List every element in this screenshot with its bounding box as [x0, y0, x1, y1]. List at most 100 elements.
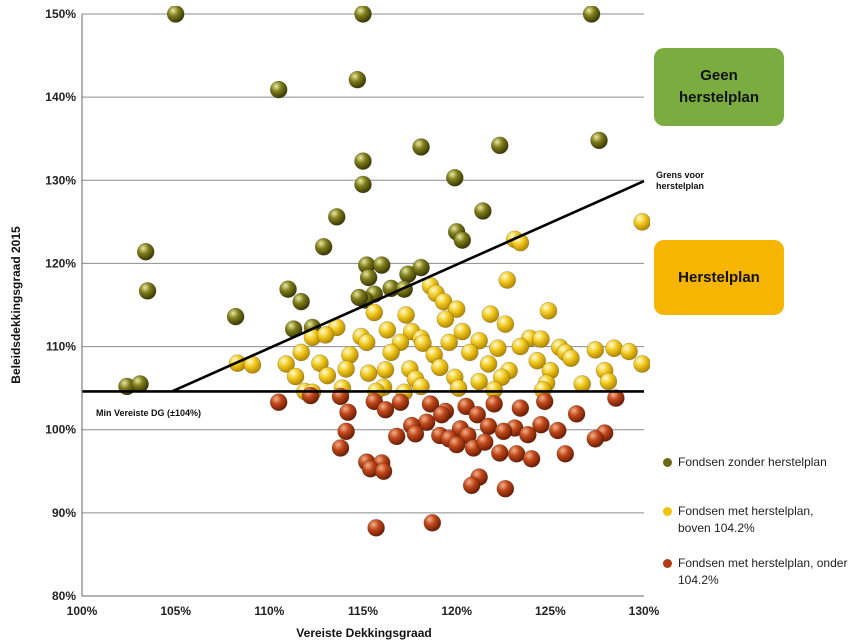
grens-label-line-2: herstelplan: [656, 181, 704, 191]
point-series-2: [479, 417, 498, 436]
point-series-1: [586, 341, 605, 359]
y-tick-label: 150%: [45, 7, 76, 21]
point-series-0: [490, 136, 509, 155]
point-series-1: [378, 321, 397, 339]
x-axis-title: Vereiste Dekkingsgraad: [296, 626, 431, 640]
point-series-1: [414, 334, 432, 353]
point-series-2: [301, 386, 320, 405]
point-series-2: [522, 450, 541, 468]
point-series-0: [279, 280, 297, 299]
x-tick-label: 130%: [629, 604, 660, 618]
point-series-1: [620, 342, 638, 361]
point-series-2: [490, 444, 509, 462]
point-series-1: [359, 364, 378, 382]
point-series-0: [348, 70, 367, 89]
point-series-1: [447, 300, 466, 318]
point-series-1: [376, 361, 395, 379]
point-series-2: [549, 421, 567, 440]
point-series-0: [226, 307, 245, 326]
point-series-0: [350, 288, 369, 307]
point-series-0: [354, 152, 372, 170]
point-series-1: [440, 333, 458, 352]
point-series-0: [412, 138, 430, 156]
legend-label-boven: Fondsen met herstelplan, boven 104.2%: [678, 504, 814, 535]
point-series-1: [292, 343, 310, 362]
point-series-0: [166, 6, 185, 23]
point-series-2: [374, 462, 393, 481]
point-series-1: [481, 305, 500, 323]
legend-marker-olive: [663, 458, 672, 467]
point-series-2: [485, 395, 503, 413]
geen-herstelplan-box: Geen herstelplan: [654, 48, 784, 126]
point-series-0: [292, 292, 310, 311]
grens-label: Grens voor herstelplan: [656, 170, 707, 191]
point-series-0: [138, 282, 157, 300]
point-series-1: [498, 271, 517, 289]
point-series-1: [460, 343, 479, 362]
point-series-1: [599, 372, 618, 391]
point-series-2: [339, 403, 357, 422]
point-series-2: [462, 476, 481, 495]
point-series-2: [387, 427, 406, 446]
axes: [81, 14, 644, 597]
point-series-0: [582, 6, 601, 23]
point-series-1: [337, 360, 355, 378]
geen-herstelplan-label: Geen herstelplan: [678, 67, 760, 106]
point-series-1: [365, 303, 384, 322]
point-series-1: [357, 333, 376, 352]
point-series-2: [421, 395, 440, 413]
point-series-1: [397, 306, 415, 324]
point-series-2: [567, 405, 586, 423]
y-tick-label: 130%: [45, 173, 76, 187]
point-series-1: [562, 349, 580, 368]
point-series-0: [474, 202, 492, 220]
tick-labels: 80% 90% 100% 110% 120% 130% 140% 150% 100% 105% 11…: [45, 7, 659, 618]
point-series-2: [331, 439, 350, 457]
point-series-0: [453, 231, 472, 249]
point-series-0: [412, 258, 430, 277]
point-series-1: [318, 366, 337, 385]
x-tick-label: 120%: [441, 604, 472, 618]
point-series-0: [372, 256, 391, 274]
legend-marker-red: [663, 559, 672, 568]
legend-label-onder: Fondsen met herstelplan, onder 104.2%: [678, 556, 848, 587]
point-series-2: [406, 425, 425, 443]
point-series-1: [431, 358, 449, 377]
point-series-2: [535, 392, 554, 411]
x-tick-label: 110%: [254, 604, 284, 618]
y-tick-label: 80%: [52, 589, 76, 603]
point-series-1: [633, 355, 650, 373]
y-axis-title: Beleidsdekkingsgraad 2015: [9, 226, 23, 384]
x-tick-label: 105%: [160, 604, 191, 618]
point-series-1: [436, 310, 455, 328]
point-series-1: [316, 326, 335, 344]
point-series-0: [131, 375, 149, 393]
point-series-2: [468, 405, 487, 424]
point-series-0: [327, 208, 346, 226]
point-series-2: [376, 400, 395, 419]
legend-item-boven: Fondsen met herstelplan, boven 104.2%: [663, 503, 848, 537]
grens-label-line-1: Grens voor: [656, 170, 705, 180]
herstelplan-box: Herstelplan: [654, 240, 784, 315]
point-series-2: [391, 393, 410, 412]
min-dg-label: Min Vereiste DG (±104%): [96, 408, 201, 418]
point-series-2: [586, 430, 605, 448]
y-tick-label: 100%: [45, 423, 76, 437]
point-series-1: [489, 339, 507, 358]
point-series-1: [532, 330, 550, 348]
point-series-0: [354, 175, 372, 194]
legend-item-onder: Fondsen met herstelplan, onder 104.2%: [663, 555, 848, 589]
point-series-2: [423, 514, 442, 532]
point-series-2: [367, 519, 385, 537]
point-series-1: [434, 292, 453, 311]
x-tick-label: 125%: [535, 604, 566, 618]
herstelplan-label: Herstelplan: [678, 268, 760, 286]
y-tick-label: 120%: [45, 256, 76, 270]
point-series-0: [359, 268, 378, 287]
y-tick-label: 110%: [46, 340, 76, 354]
point-series-1: [511, 337, 530, 356]
point-series-1: [479, 355, 498, 373]
point-series-2: [494, 422, 513, 441]
point-series-2: [475, 433, 494, 451]
